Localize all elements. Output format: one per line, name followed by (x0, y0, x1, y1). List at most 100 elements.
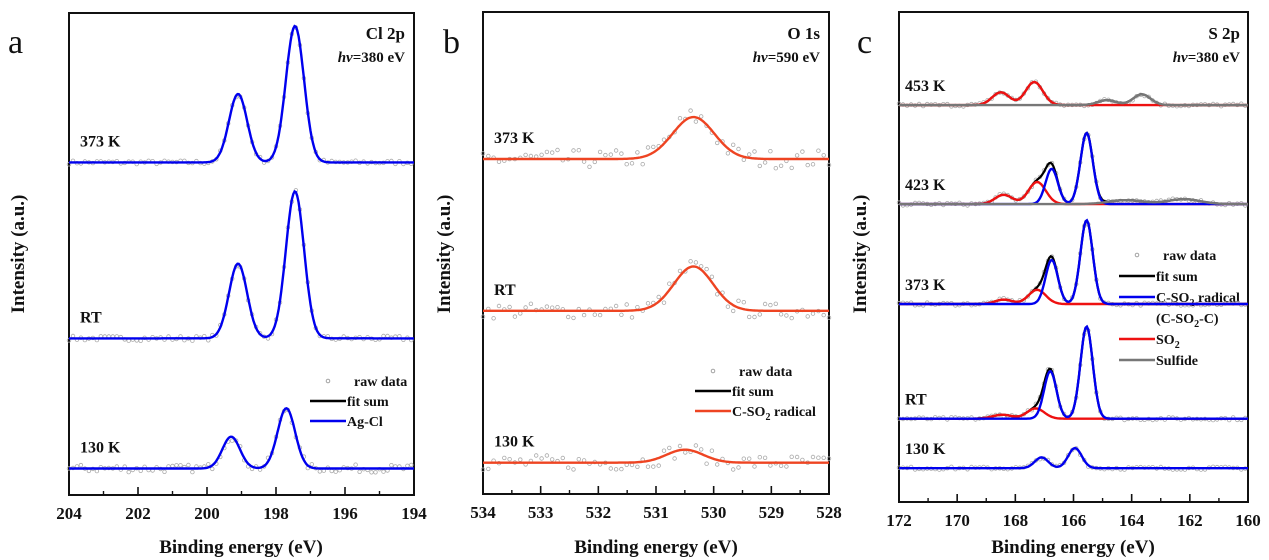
component-curve-c-so2-radical (899, 324, 1248, 420)
raw-data-point (640, 161, 645, 167)
spectrum-a-1: RT (66, 188, 414, 343)
raw-data-point (741, 300, 746, 305)
raw-data-point (613, 148, 619, 153)
legend-marker-icon (325, 378, 331, 384)
raw-data-point (566, 465, 571, 470)
raw-data-point (507, 304, 512, 310)
legend-label-text: fit sum (347, 395, 389, 410)
raw-data-point (512, 314, 518, 319)
raw-data-point (587, 164, 592, 169)
raw-data-point (715, 462, 720, 467)
spectrum-label: RT (80, 309, 102, 326)
x-tick-label: 196 (332, 504, 358, 523)
raw-data-point (576, 147, 581, 153)
panel-b: b Intensity (a.u.) Binding energy (eV) O… (434, 11, 842, 558)
raw-data-point (210, 466, 215, 472)
raw-data-point (736, 298, 741, 303)
raw-data-point (672, 456, 677, 461)
raw-data-point (661, 300, 667, 305)
panel-letter-b: b (443, 24, 460, 61)
raw-data-point (693, 260, 699, 265)
raw-data-point (608, 466, 613, 471)
raw-data-point (528, 153, 534, 159)
legend-label: fit sum (732, 385, 774, 400)
raw-data-point (162, 469, 167, 474)
legend-label-text: (C-SO (1156, 312, 1194, 327)
x-tick-label: 166 (1061, 511, 1087, 530)
raw-data-point (693, 119, 699, 124)
raw-data-point (651, 144, 656, 150)
raw-data-point (534, 453, 539, 458)
legend-entry: fit sum (695, 385, 774, 400)
legend-label-text: Ag-Cl (347, 415, 383, 430)
raw-data-point (550, 305, 555, 310)
raw-data-point (629, 315, 635, 320)
legend-entry: fit sum (1119, 270, 1198, 285)
raw-data-point (78, 462, 84, 468)
raw-data-point (178, 463, 183, 468)
x-tick-label: 532 (586, 503, 612, 522)
raw-data-point (576, 457, 581, 462)
fit-sum-curve (899, 80, 1248, 107)
raw-data-point (170, 463, 175, 469)
raw-data-point (555, 147, 560, 153)
raw-data-point (736, 146, 741, 152)
x-tick-label: 202 (125, 504, 151, 523)
y-axis-title-a: Intensity (a.u.) (8, 195, 29, 314)
spectrum-c-3: RT (896, 324, 1248, 423)
legend-label-subscript: 2 (1194, 319, 1199, 330)
legend-label-text: raw data (739, 365, 792, 380)
raw-data-point (613, 467, 619, 472)
hv-symbol-c: hv (1173, 50, 1188, 66)
raw-data-point (821, 153, 826, 158)
raw-data-point (496, 303, 502, 309)
raw-data-point (329, 468, 334, 474)
raw-data-point (357, 469, 362, 474)
photon-energy-a: hv=380 eV (338, 50, 405, 66)
raw-data-point (747, 314, 752, 320)
raw-data-point (778, 463, 784, 468)
spectrum-label: 453 K (905, 78, 946, 95)
spectrum-c-1: 423 K (896, 131, 1248, 208)
legend-label-suffix: radical (770, 405, 816, 420)
raw-data-point (528, 301, 534, 306)
raw-data-point (309, 462, 314, 467)
legend-entry: fit sum (310, 395, 389, 410)
raw-data-point (581, 159, 587, 164)
photon-energy-b: hv=590 eV (753, 50, 820, 66)
spectrum-b-2: 130 K (480, 434, 832, 472)
raw-data-point (805, 314, 810, 319)
x-axis-c: 172 170 168 166 164 162 160 (886, 494, 1261, 530)
raw-data-point (480, 151, 486, 156)
raw-data-point (333, 469, 338, 474)
legend-entry: Ag-Cl (310, 415, 383, 430)
raw-data-point (544, 453, 550, 458)
legend-entry: Sulfide (1119, 354, 1198, 369)
raw-data-point (747, 152, 752, 157)
raw-data-point (667, 445, 672, 451)
raw-data-point (784, 313, 789, 318)
raw-data-point (704, 266, 709, 272)
spectrum-b-0: 373 K (480, 108, 832, 171)
x-tick-label: 198 (263, 504, 289, 523)
raw-data-point (683, 450, 688, 455)
component-curve-c-so2-radical (899, 218, 1248, 306)
x-axis-b: 534 533 532 531 530 529 528 (470, 486, 842, 522)
raw-data-point (789, 315, 794, 321)
component-curve-c-so2-radical (483, 115, 829, 161)
raw-data-point (789, 165, 794, 171)
raw-data-point (190, 469, 195, 475)
raw-data-point (762, 455, 768, 460)
raw-data-point (731, 142, 736, 147)
x-axis-title-a: Binding energy (eV) (159, 537, 323, 558)
spectrum-label: RT (494, 282, 516, 299)
raw-data-point (629, 161, 635, 166)
legend-label-text: raw data (354, 375, 407, 390)
component-curve-c-so2-radical (483, 265, 829, 312)
raw-data-point (389, 463, 394, 468)
legend-label: raw data (354, 375, 407, 390)
raw-data-point (688, 259, 693, 264)
raw-data-point (635, 150, 640, 155)
